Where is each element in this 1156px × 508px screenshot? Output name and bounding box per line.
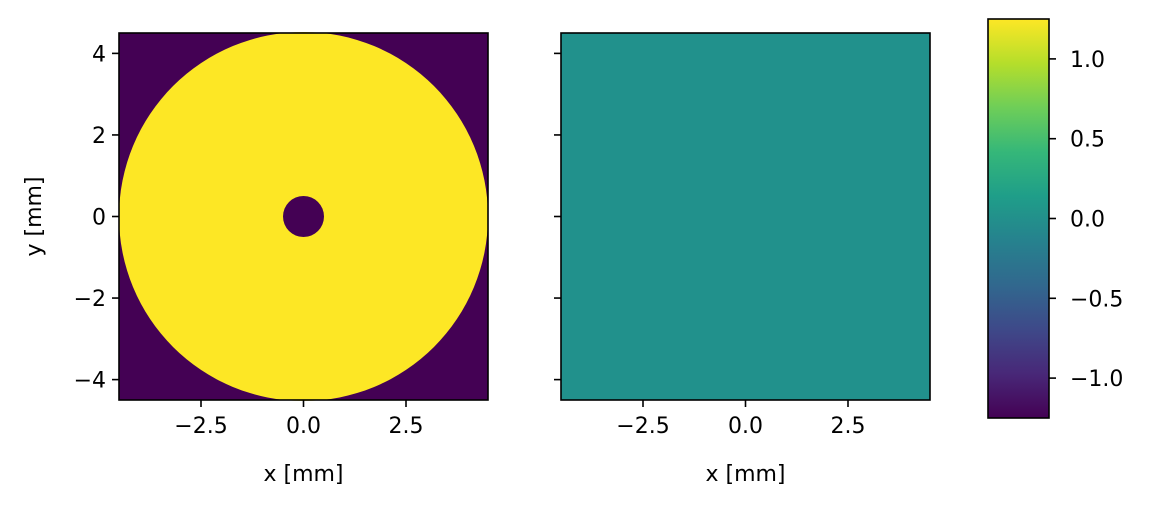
left-annulus-inner-hole	[283, 196, 324, 237]
colorbar-tick-label: −0.5	[1070, 287, 1123, 312]
left-y-tick-label: −4	[74, 369, 106, 394]
colorbar-ticks: 1.0 0.5 0.0 −0.5 −1.0	[1049, 48, 1123, 392]
colorbar-tick-label: 0.0	[1070, 208, 1105, 233]
right-heatmap-background	[561, 33, 930, 400]
right-x-tick-label: −2.5	[616, 414, 669, 439]
right-y-ticks	[554, 52, 561, 381]
colorbar: 1.0 0.5 0.0 −0.5 −1.0	[987, 18, 1123, 419]
left-y-ticks: −4 −2 0 2 4	[74, 42, 119, 394]
left-x-tick-label: −2.5	[174, 414, 227, 439]
left-y-tick-label: −2	[74, 287, 106, 312]
colorbar-gradient	[988, 19, 1049, 418]
colorbar-tick-label: 1.0	[1070, 48, 1105, 73]
left-y-tick-label: 4	[92, 42, 106, 67]
right-x-ticks: −2.5 0.0 2.5	[616, 400, 866, 439]
left-y-tick-label: 2	[92, 124, 106, 149]
right-x-axis-label: x [mm]	[705, 462, 785, 487]
left-panel: −2.5 0.0 2.5 −4 −2 0 2 4 x [mm] y [mm]	[22, 32, 489, 487]
left-x-axis-label: x [mm]	[263, 462, 343, 487]
right-x-tick-label: 2.5	[831, 414, 866, 439]
right-x-tick-label: 0.0	[728, 414, 763, 439]
colorbar-tick-label: −1.0	[1070, 367, 1123, 392]
right-panel: −2.5 0.0 2.5 x [mm]	[554, 32, 931, 487]
left-y-axis-label: y [mm]	[22, 176, 47, 256]
left-x-tick-label: 0.0	[286, 414, 321, 439]
colorbar-tick-label: 0.5	[1070, 128, 1105, 153]
left-x-tick-label: 2.5	[389, 414, 424, 439]
left-y-tick-label: 0	[92, 206, 106, 231]
left-x-ticks: −2.5 0.0 2.5	[174, 400, 424, 439]
